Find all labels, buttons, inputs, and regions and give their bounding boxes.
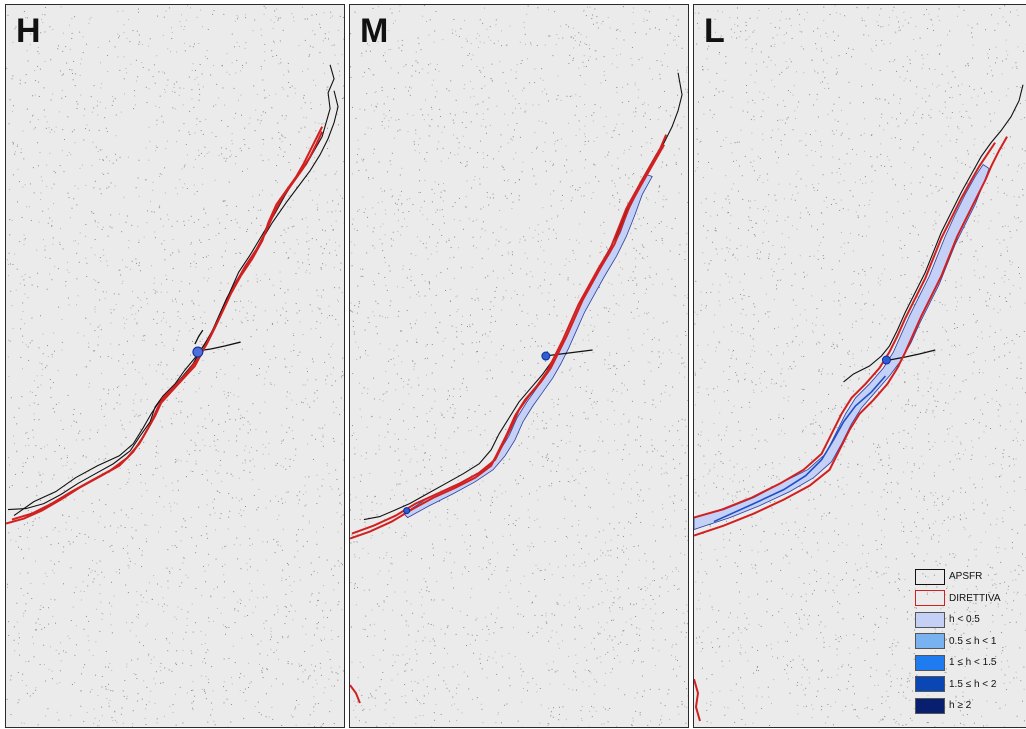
legend-label: h ≥ 2: [949, 700, 972, 712]
terrain-texture: [6, 5, 344, 727]
map-background: [6, 5, 344, 727]
depth-swatch: [915, 697, 945, 714]
river-layer: [6, 64, 339, 525]
legend-item-depth-4: 1.5 ≤ h < 2: [915, 674, 1025, 696]
flood-spot: [192, 346, 204, 358]
direttiva-boundary: [350, 134, 668, 540]
depth-swatch: [915, 633, 945, 650]
legend-label: 1 ≤ h < 1.5: [949, 657, 997, 669]
panel-label: H: [16, 12, 41, 50]
tributary: [544, 349, 593, 357]
terrain-texture: [694, 5, 1026, 727]
legend-label: APSFR: [949, 571, 983, 583]
depth-swatch: [915, 654, 945, 671]
legend-item-depth-1: h < 0.5: [915, 609, 1025, 631]
map-canvas-l: [694, 5, 1026, 727]
map-canvas-h: [6, 5, 344, 727]
legend-item-direttiva: DIRETTIVA: [915, 588, 1025, 610]
legend-item-depth-2: 0.5 ≤ h < 1: [915, 631, 1025, 653]
deep-channel: [713, 375, 887, 523]
flood-spot: [881, 355, 891, 365]
legend-item-depth-5: h ≥ 2: [915, 695, 1025, 717]
panel-label: M: [360, 12, 389, 50]
map-background: [350, 5, 688, 727]
legend-label: h < 0.5: [949, 614, 980, 626]
panel-label: L: [704, 12, 725, 50]
legend-label: DIRETTIVA: [949, 592, 1001, 604]
flood-extent: [403, 174, 653, 519]
flood-spot: [541, 351, 551, 361]
flood-spot-2: [403, 507, 411, 515]
direttiva-boundary: [694, 136, 1008, 537]
tributary-2: [194, 329, 204, 345]
map-background: [694, 5, 1026, 727]
river-layer: [350, 72, 683, 704]
apsfr-boundary: [843, 84, 1024, 383]
direttiva-swatch: [915, 590, 945, 607]
legend-item-depth-3: 1 ≤ h < 1.5: [915, 652, 1025, 674]
direttiva-boundary-3: [350, 684, 361, 704]
depth-swatch: [915, 611, 945, 628]
map-panel-m: M: [349, 4, 689, 728]
river-layer: [694, 84, 1024, 722]
direttiva-boundary-2: [694, 142, 996, 519]
map-panel-h: H: [5, 4, 345, 728]
apsfr-swatch: [915, 568, 945, 585]
depth-swatch: [915, 676, 945, 693]
legend: APSFR DIRETTIVA h < 0.5 0.5 ≤ h < 1 1 ≤ …: [915, 566, 1025, 717]
map-panel-l: L: [693, 4, 1026, 728]
legend-item-apsfr: APSFR: [915, 566, 1025, 588]
map-canvas-m: [350, 5, 688, 727]
direttiva-boundary-3: [694, 678, 701, 722]
terrain-texture: [350, 5, 688, 727]
legend-label: 1.5 ≤ h < 2: [949, 678, 997, 690]
tributary: [889, 349, 936, 361]
legend-label: 0.5 ≤ h < 1: [949, 635, 997, 647]
direttiva-boundary-2: [351, 144, 666, 535]
